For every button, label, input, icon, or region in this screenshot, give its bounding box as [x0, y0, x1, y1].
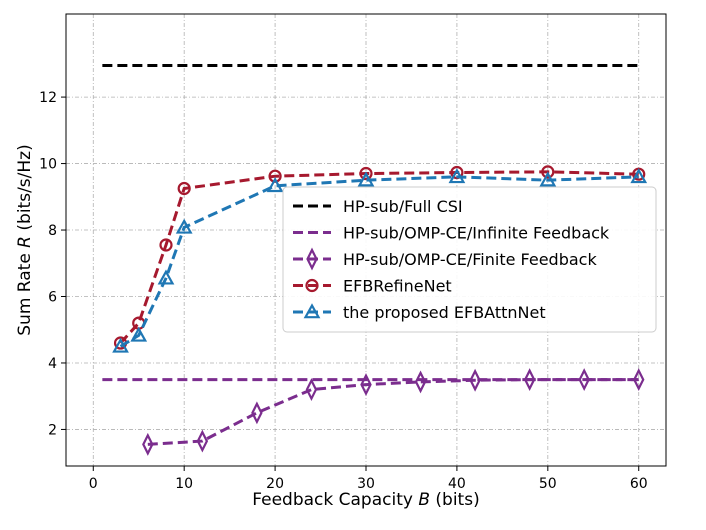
- data-point: [523, 368, 536, 392]
- series-line: [119, 175, 639, 348]
- data-point: [578, 368, 590, 392]
- data-point: [268, 169, 282, 183]
- legend-label: HP-sub/OMP-CE/Infinite Feedback: [343, 224, 610, 243]
- legend: HP-sub/Full CSI HP-sub/OMP-CE/Infinite Fe…: [282, 186, 657, 333]
- data-point: [157, 269, 175, 285]
- data-point: [175, 218, 193, 234]
- data-point: [359, 166, 373, 181]
- x-tick-label: 40: [448, 476, 466, 492]
- data-point: [414, 370, 427, 394]
- data-point: [196, 429, 209, 453]
- data-point: [448, 168, 466, 184]
- legend-label: HP-sub/Full CSI: [343, 197, 463, 216]
- legend-box: [282, 186, 657, 333]
- x-tick-label: 20: [266, 476, 284, 492]
- legend-label: EFBRefineNet: [343, 277, 452, 296]
- y-tick-label: 6: [48, 290, 57, 306]
- data-point: [469, 368, 481, 392]
- y-tick-label: 4: [48, 356, 57, 372]
- legend-entry: the proposed EFBAttnNet: [293, 303, 546, 322]
- data-point: [632, 368, 645, 392]
- x-tick-label: 50: [539, 476, 557, 492]
- data-point: [112, 337, 129, 353]
- data-point: [251, 401, 263, 425]
- legend-label: HP-sub/OMP-CE/Finite Feedback: [343, 250, 597, 269]
- data-point: [630, 168, 648, 184]
- legend-marker: [306, 247, 318, 271]
- y-tick-label: 2: [48, 422, 57, 438]
- data-point: [539, 171, 557, 187]
- x-tick-label: 10: [175, 476, 193, 492]
- legend-entry: HP-sub/Full CSI: [293, 197, 463, 216]
- series-line: [119, 170, 639, 345]
- y-axis-label: Sum Rate R (bits/s/Hz): [15, 144, 35, 335]
- legend-entry: EFBRefineNet: [293, 277, 452, 296]
- data-point: [177, 181, 191, 196]
- x-tick-label: 0: [89, 476, 98, 492]
- data-point: [360, 373, 372, 397]
- data-point: [266, 177, 284, 193]
- data-point: [541, 165, 555, 179]
- series-the-proposed-efbattnnet: [112, 168, 648, 353]
- ticks: 0 10 20 30 40 50 60 2 4 6 8 10 12: [39, 90, 647, 492]
- data-point: [357, 171, 375, 187]
- data-point: [142, 432, 154, 456]
- x-tick-label: 60: [630, 476, 648, 492]
- data-point: [159, 238, 173, 252]
- series-hp-sub-omp-ce-finite-feedback: [142, 368, 645, 456]
- data-point: [130, 326, 148, 342]
- legend-label: the proposed EFBAttnNet: [343, 303, 546, 322]
- legend-entry: HP-sub/OMP-CE/Finite Feedback: [293, 247, 597, 271]
- legend-marker: [305, 278, 319, 293]
- y-tick-label: 10: [39, 157, 57, 173]
- data-point: [305, 378, 318, 402]
- series-line: [147, 378, 639, 446]
- legend-marker: [303, 303, 321, 319]
- y-tick-label: 12: [39, 90, 57, 106]
- x-axis-label: Feedback Capacity B (bits): [252, 490, 479, 510]
- y-tick-label: 8: [48, 223, 57, 239]
- x-tick-label: 30: [357, 476, 375, 492]
- series-layer: [102, 64, 648, 456]
- legend-entry: HP-sub/OMP-CE/Infinite Feedback: [293, 224, 610, 243]
